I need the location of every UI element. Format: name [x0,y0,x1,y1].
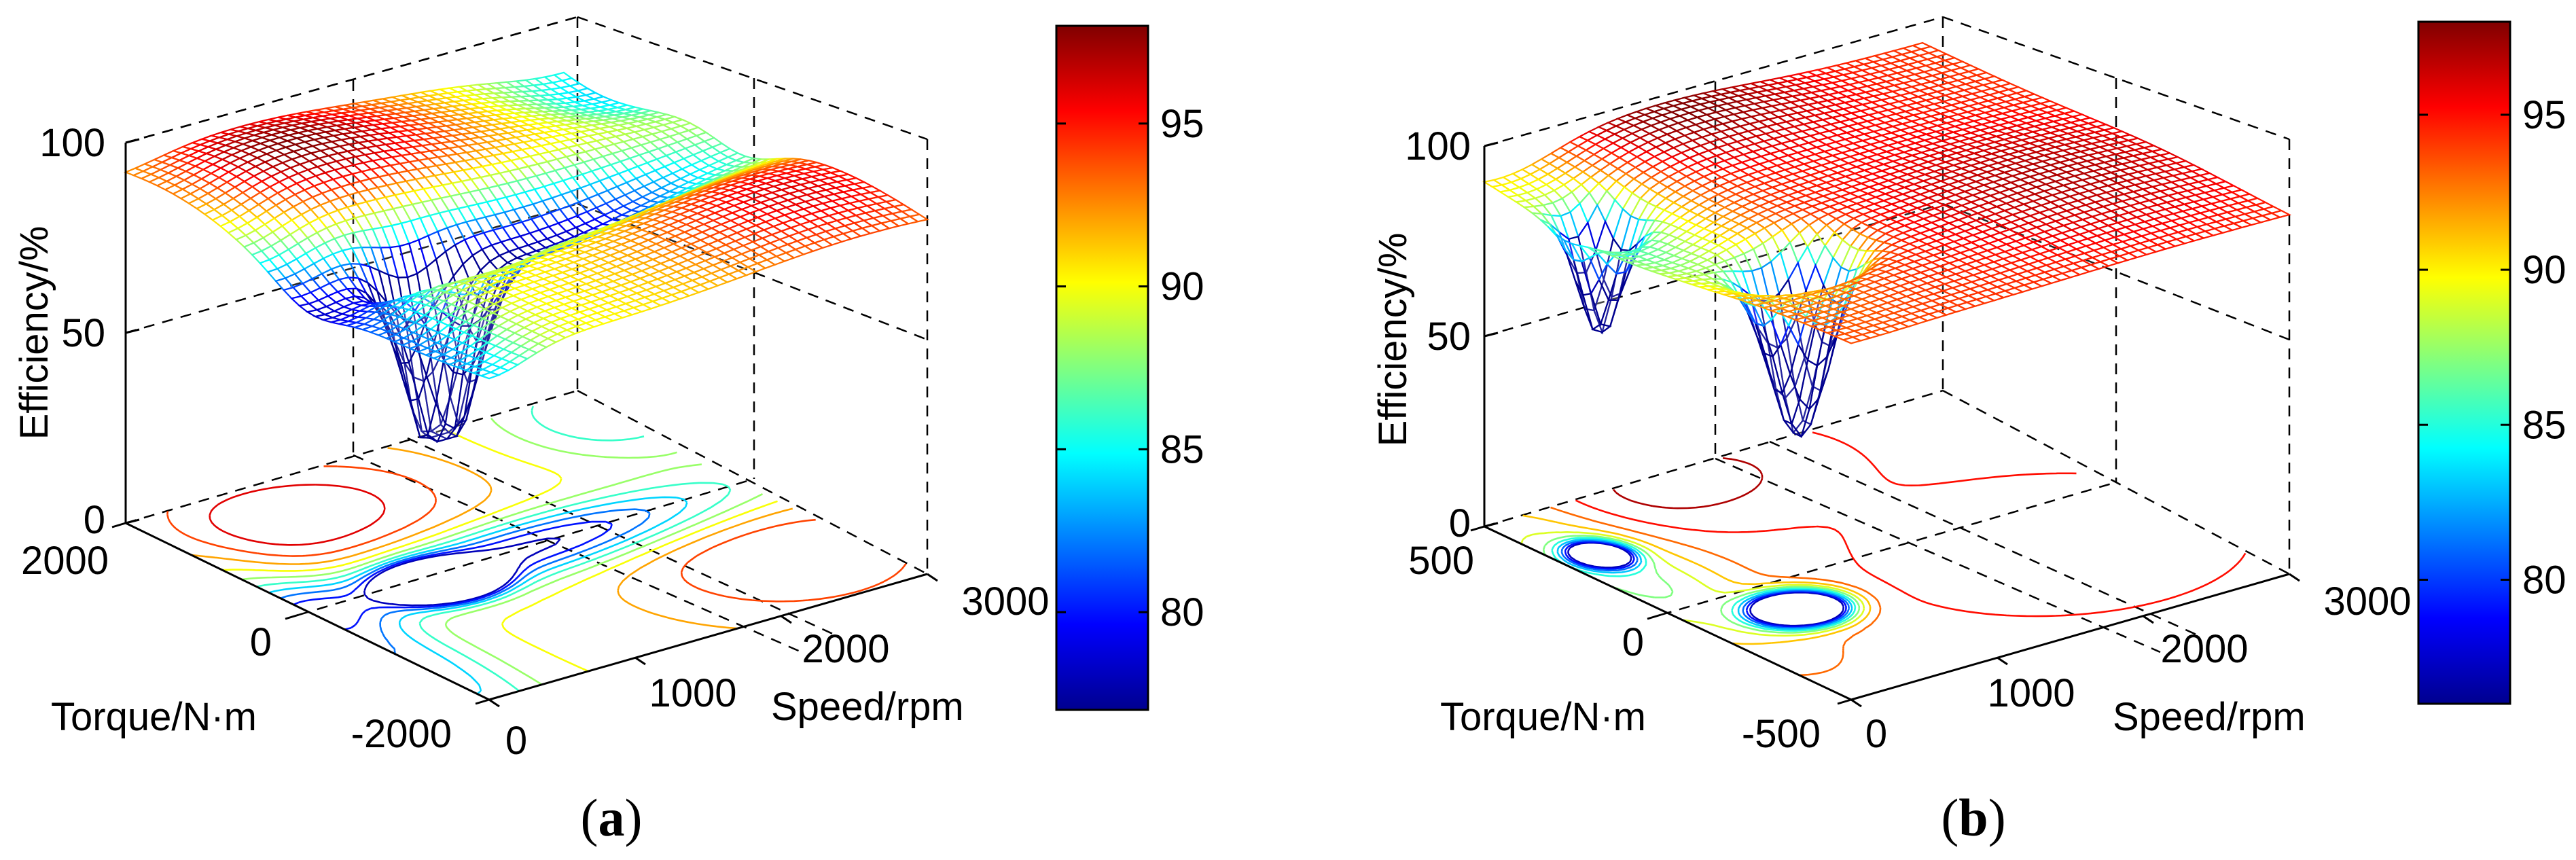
panel-b-ylabel-0: 0 [1622,620,1644,664]
colorbar-tick-label: 95 [2522,93,2566,137]
panel-b-colorbar: 80 85 90 95 [2417,20,2566,705]
contour-line [209,484,386,546]
panel-a-surface [124,71,929,443]
panel-b-xlabel-3000: 3000 [2323,579,2411,624]
panel-a-caption: (a) [581,788,643,847]
contour-line [1575,431,2247,617]
contour-line [1556,538,1853,630]
panel-a-xaxis-title: Speed/rpm [771,685,964,729]
panel-b-xlabel-1000: 1000 [1987,671,2075,715]
panel-a-zaxis-title: Efficiency/% [12,226,56,440]
panel-b-zlabel-50: 50 [1427,315,1471,359]
colorbar-tick-label: 80 [2522,558,2566,602]
panel-a-xlabel-1000: 1000 [649,671,736,715]
contour-line [191,447,793,630]
panel-a-colorbar: 80 85 90 95 [1055,24,1204,711]
panel-b-axes [1470,141,2300,708]
panel-b-xlabel-0: 0 [1865,712,1887,756]
panel-b-yaxis-title: Torque/N·m [1440,695,1646,739]
contour-line [1520,531,1865,637]
panel-a-zlabel-100: 100 [39,121,105,165]
panel-b-grid [1483,16,2291,653]
colorbar-tick-label: 95 [1160,102,1204,146]
panel-b-zaxis-title: Efficiency/% [1371,233,1415,447]
colorbar-tick-label: 85 [2522,403,2566,447]
contour-line [166,465,907,603]
panel-b-caption: (b) [1941,788,2005,847]
panel-b-xlabel-2000: 2000 [2160,627,2248,671]
colorbar-tick-label: 90 [2522,248,2566,292]
contour-line [1550,506,1882,677]
contour-line [363,537,561,607]
contour-line [1564,541,1847,628]
contour-line [1551,537,1857,632]
contour-line [1560,539,1850,629]
panel-b-zlabel-0: 0 [1449,501,1471,545]
panel-b-floor-contours [1520,431,2247,677]
panel-a-xlabel-3000: 3000 [961,579,1049,624]
contour-line [256,406,732,692]
contour-line [1612,457,1764,509]
panel-b-ylabel-neg500: -500 [1742,712,1821,756]
panel-b-xaxis-title: Speed/rpm [2113,695,2306,739]
surface-cell [1841,336,1863,344]
contour-line [1543,535,1861,634]
colorbar-tick-label: 80 [1160,590,1204,634]
panel-a-zlabel-50: 50 [61,311,105,355]
contour-line [293,520,613,630]
panel-a-ylabel-neg2000: -2000 [351,712,452,756]
panel-a-tick-labels: 0 50 100 2000 0 -2000 0 1000 2000 3000 [21,121,1050,763]
contour-line [241,417,764,685]
panel-a-zlabel-0: 0 [84,498,105,542]
panel-b: 0 50 100 500 0 -500 0 1000 2000 3000 Eff… [1371,16,2566,847]
panel-b-zlabel-100: 100 [1405,124,1471,168]
panel-a-axes [111,138,938,708]
panel-a-floor-contours [166,406,907,695]
contour-line [268,496,688,695]
panel-b-ylabel-500: 500 [1408,539,1474,583]
colorbar-tick-label: 85 [1160,427,1204,471]
panel-a-yaxis-title: Torque/N·m [51,695,257,739]
panel-b-tick-labels: 0 50 100 500 0 -500 0 1000 2000 3000 [1405,124,2411,756]
panel-a-xlabel-0: 0 [505,719,527,763]
contour-line [280,508,651,655]
contour-line [1522,514,1872,645]
contour-line [1567,541,1844,627]
panel-a-xlabel-2000: 2000 [802,627,889,671]
panel-a-ylabel-2000: 2000 [21,539,109,583]
contour-line [222,429,778,673]
panel-a: 0 50 100 2000 0 -2000 0 1000 2000 3000 E… [12,16,1204,847]
surface-cell [479,371,501,380]
colorbar-tick-label: 90 [1160,265,1204,309]
panel-a-ylabel-0: 0 [250,620,272,664]
panel-b-surface [1482,41,2292,439]
